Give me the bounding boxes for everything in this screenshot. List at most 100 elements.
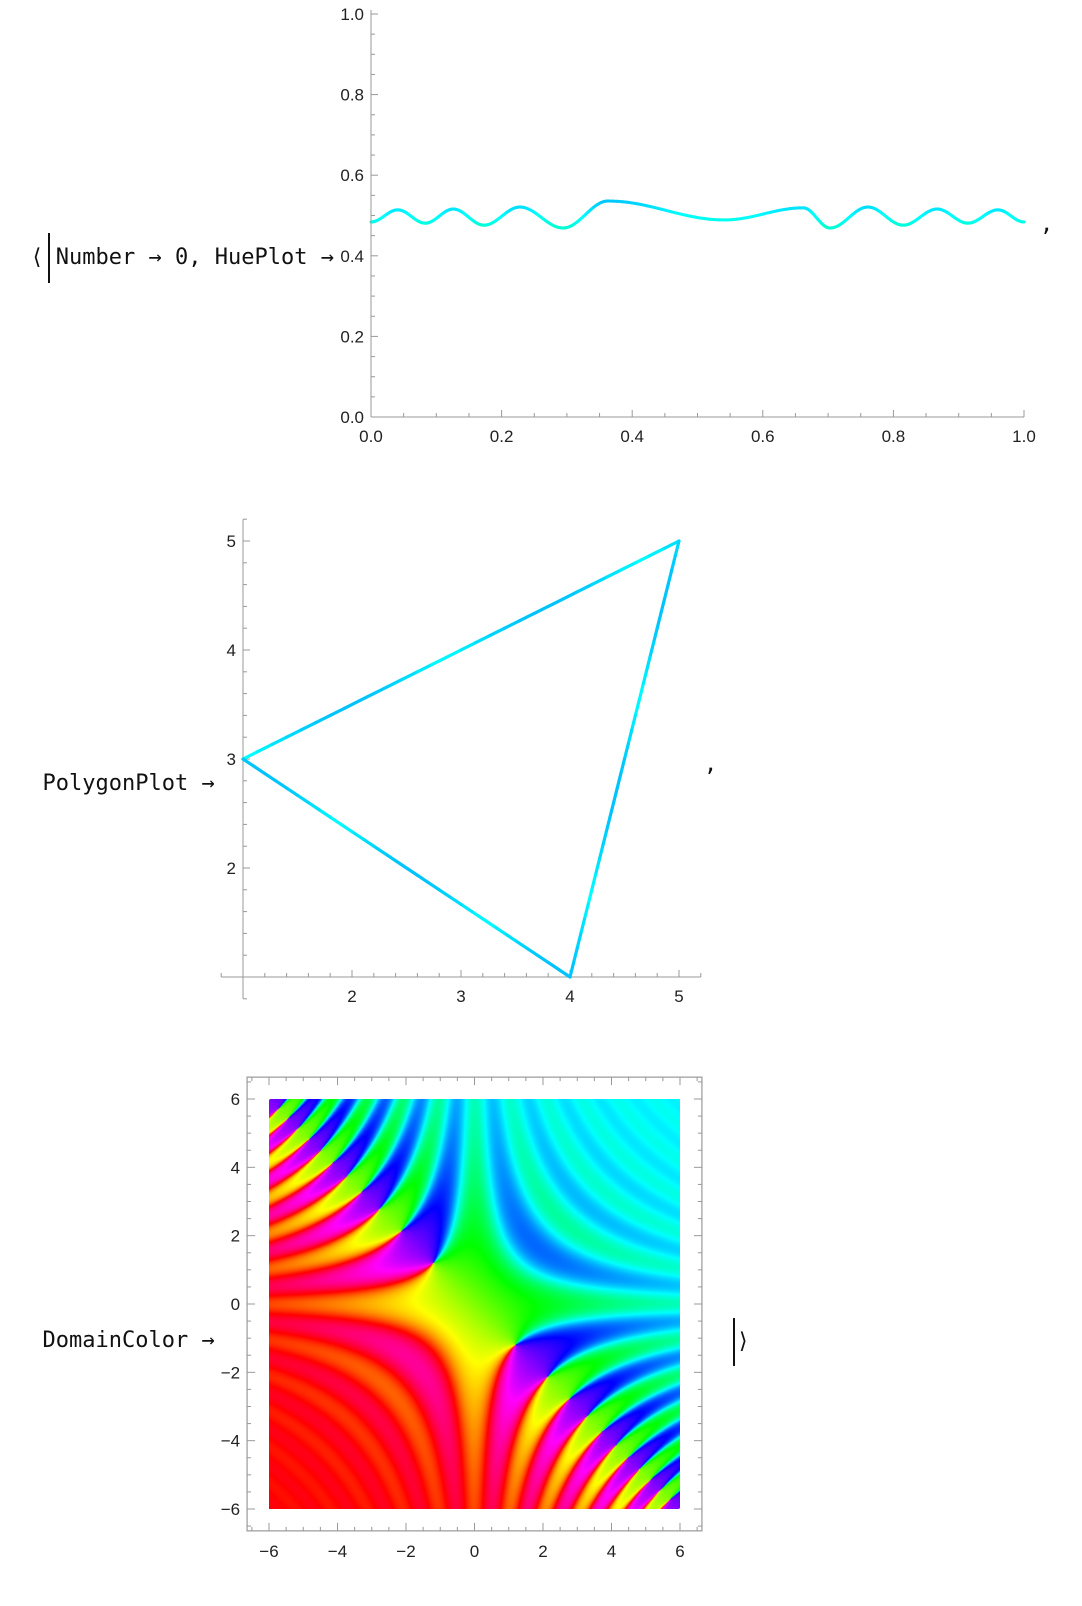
key-hueplot: HuePlot xyxy=(214,245,308,270)
polygon-edge-segment xyxy=(644,655,652,674)
key-domaincolor: DomainColor xyxy=(42,1328,189,1353)
polygon-edge-segment xyxy=(608,800,616,819)
polygon-edge-segment xyxy=(619,561,638,572)
polygon-edge-segment xyxy=(328,815,343,827)
y-tick-label: 3 xyxy=(227,750,236,769)
key-number: Number xyxy=(55,245,136,270)
polygon-edge-segment xyxy=(473,633,492,645)
y-tick-label: 0.0 xyxy=(340,408,364,427)
x-tick-label: 4 xyxy=(565,987,574,1006)
y-tick-label: 2 xyxy=(231,1227,240,1246)
polygon-edge-segment xyxy=(314,713,332,725)
association-close: ⟩ xyxy=(706,1293,750,1366)
polygon-edge-segment xyxy=(415,873,430,885)
polygon-edge-segment xyxy=(673,539,681,558)
y-tick-label: 2 xyxy=(227,859,236,878)
x-tick-label: 0.0 xyxy=(359,427,383,446)
polygon-edge-segment xyxy=(637,684,645,703)
y-tick-label: −6 xyxy=(221,1500,240,1519)
polygon-edge-segment xyxy=(470,909,485,921)
polygon-edge-segment xyxy=(361,837,376,848)
polygon-edge-segment xyxy=(285,728,303,739)
y-tick-label: 4 xyxy=(231,1158,240,1177)
x-tick-label: 3 xyxy=(456,987,465,1006)
polygon-edge-segment xyxy=(604,568,623,579)
x-tick-label: 0.8 xyxy=(882,427,906,446)
polygon-edge-segment xyxy=(648,641,656,659)
y-tick-label: 1.0 xyxy=(340,5,364,24)
x-tick-label: −2 xyxy=(396,1542,415,1561)
polygon-edge-segment xyxy=(295,793,310,805)
polygon-edge-segment xyxy=(404,866,419,877)
polygon-edge-segment xyxy=(252,764,267,776)
x-tick-label: 1.0 xyxy=(1012,427,1036,446)
polygon-edge-segment xyxy=(575,931,583,950)
association-close-bracket: ⟩ xyxy=(736,1329,750,1354)
association-bar xyxy=(732,1318,735,1366)
polygon-edge-segment xyxy=(557,968,572,979)
arrow: → xyxy=(320,245,334,270)
polygon-edge-segment xyxy=(448,895,463,906)
y-tick-label: 0.2 xyxy=(340,327,364,346)
polygon-edge-segment xyxy=(655,612,663,630)
polygon-edge-segment xyxy=(524,946,539,957)
arrow: → xyxy=(148,245,162,270)
polygon-edge-segment xyxy=(437,888,452,899)
key-polygonplot: PolygonPlot xyxy=(42,771,189,796)
expr-line-hueplot: ⟨ Number → 0, HuePlot → xyxy=(4,208,334,283)
x-tick-label: −4 xyxy=(328,1542,347,1561)
polygon-edge-segment xyxy=(633,699,641,718)
polygon-edge-segment xyxy=(488,626,507,638)
polygon-edge-segment xyxy=(546,597,565,609)
polygon-edge-segment xyxy=(572,946,579,965)
arrow: → xyxy=(201,1328,215,1353)
polygon-edge-segment xyxy=(586,888,594,906)
polygon-edge-segment xyxy=(630,713,638,732)
polygon-edge-segment xyxy=(662,582,670,601)
polygon-edge-segment xyxy=(546,960,561,972)
x-tick-label: 2 xyxy=(538,1542,547,1561)
polygon-edge-segment xyxy=(255,742,274,754)
x-tick-label: 0.2 xyxy=(490,427,514,446)
polygon-edge-segment xyxy=(383,851,398,863)
y-tick-label: −2 xyxy=(221,1363,240,1382)
y-tick-label: 6 xyxy=(231,1090,240,1109)
y-tick-label: 0 xyxy=(231,1295,240,1314)
polygon-edge-segment xyxy=(386,677,405,688)
arrow: → xyxy=(201,771,215,796)
polygon-edge-segment xyxy=(517,612,536,623)
value-number: 0 xyxy=(174,245,189,270)
polygon-edge-segment xyxy=(394,859,409,870)
x-tick-label: −6 xyxy=(259,1542,278,1561)
polygon-edge-segment xyxy=(670,553,677,572)
polygon-edge-segment xyxy=(662,539,681,550)
polygon-edge-segment xyxy=(604,815,612,834)
polygon-edge-segment xyxy=(619,757,627,776)
expr-line-domaincolor: DomainColor → xyxy=(16,1303,215,1353)
polygon-edge-segment xyxy=(444,648,463,659)
polygon-edge-segment xyxy=(285,786,300,797)
x-tick-label: 6 xyxy=(675,1542,684,1561)
polygon-edge-segment xyxy=(299,721,318,732)
polygon-edge-segment xyxy=(350,830,365,841)
polygon-edge-segment xyxy=(357,691,376,703)
polygon-edge-segment xyxy=(270,735,289,747)
comma: , xyxy=(188,245,202,270)
polygon-edge-segment xyxy=(615,771,623,790)
polygon-edge-segment xyxy=(426,880,441,892)
polygon-edge-segment xyxy=(535,953,550,965)
expr-line-polygonplot: PolygonPlot → xyxy=(16,746,215,796)
polygon-edge-segment xyxy=(401,670,419,681)
polygon-edge-segment xyxy=(561,590,579,601)
polygon-edge-segment xyxy=(659,597,667,616)
polygon-edge-segment xyxy=(513,939,529,950)
polygon-edge-segment xyxy=(339,822,354,834)
polygon-edge-segment xyxy=(372,684,390,696)
x-tick-label: 0.4 xyxy=(620,427,644,446)
polygon-edge-segment xyxy=(263,771,278,783)
comma-after-hueplot: , xyxy=(1040,212,1054,237)
polygon-edge-segment xyxy=(503,619,521,630)
polygon-edge-segment xyxy=(241,750,260,761)
y-tick-label: 5 xyxy=(227,532,236,551)
